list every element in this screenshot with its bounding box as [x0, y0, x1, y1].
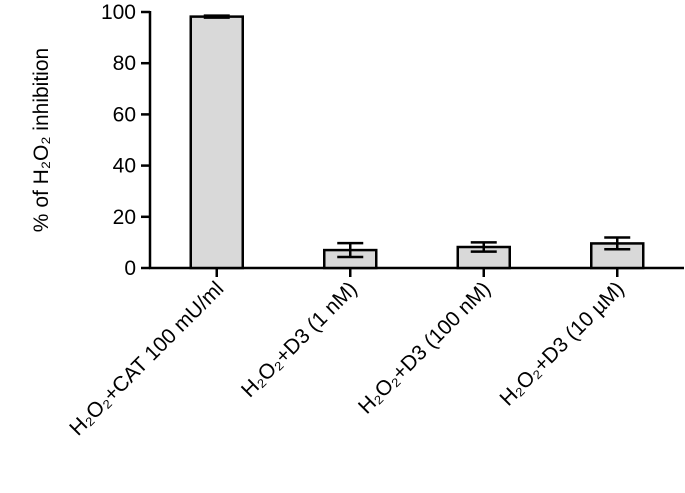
- x-tick-label: H₂O₂+CAT 100 mU/ml: [65, 277, 228, 440]
- y-tick-label: 60: [113, 103, 136, 126]
- error-bar: [470, 241, 497, 253]
- bar: [189, 15, 244, 270]
- error-bar: [604, 236, 631, 251]
- y-tick-label: 80: [113, 52, 136, 75]
- y-tick-label: 20: [113, 206, 136, 229]
- x-tick-label: H₂O₂+D3 (10 µM): [495, 277, 628, 410]
- y-tick-label: 0: [124, 257, 136, 280]
- y-tick-label: 100: [101, 1, 136, 24]
- y-tick-label: 40: [113, 155, 136, 178]
- error-bar: [203, 14, 230, 19]
- y-axis-label: % of H₂O₂ inhibition: [30, 48, 53, 232]
- x-tick-label: H₂O₂+D3 (1 nM): [237, 277, 362, 402]
- error-bar: [337, 241, 364, 259]
- x-tick-label: H₂O₂+D3 (100 nM): [354, 277, 495, 418]
